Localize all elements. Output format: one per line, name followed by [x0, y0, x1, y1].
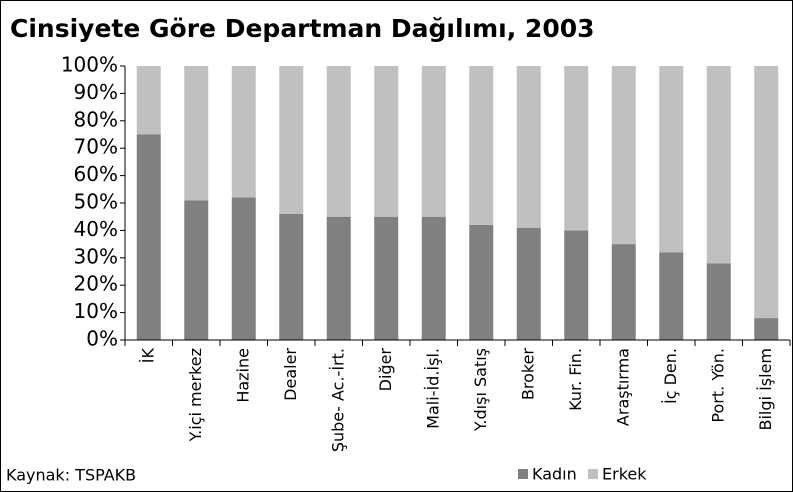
- bar-segment: [564, 66, 589, 231]
- bar-segment: [611, 244, 636, 340]
- source-note: Kaynak: TSPAKB: [6, 466, 136, 485]
- x-tick-label: Şube- Ac.-İrt.: [328, 348, 347, 452]
- bar-segment: [421, 216, 446, 340]
- x-tick-label: Broker: [518, 348, 537, 401]
- x-tick-label: Mali-İd.İşl.: [423, 348, 442, 429]
- bar-segment: [184, 66, 209, 201]
- y-tick-label: 90%: [74, 80, 118, 104]
- x-tick-label: Dealer: [281, 348, 300, 401]
- bar-segment: [516, 66, 541, 228]
- chart-title: Cinsiyete Göre Departman Dağılımı, 2003: [10, 14, 595, 43]
- legend-label: Erkek: [602, 465, 647, 484]
- bar-segment: [279, 66, 304, 214]
- bar-segment: [659, 66, 684, 253]
- bar-segment: [136, 66, 161, 135]
- y-tick-label: 50%: [74, 190, 118, 214]
- x-tick-label: İK: [138, 348, 157, 364]
- y-tick-label: 0%: [86, 327, 118, 351]
- legend-label: Kadın: [532, 465, 577, 484]
- x-tick-label: Bilgi İşlem: [756, 348, 775, 430]
- x-tick-label: Hazine: [233, 348, 252, 403]
- bar-segment: [659, 252, 684, 340]
- bar-segment: [706, 66, 731, 264]
- bar-segment: [516, 227, 541, 340]
- y-tick-label: 20%: [74, 272, 118, 296]
- x-tick-label: Y.dışı Satış: [471, 348, 490, 432]
- bar-segment: [136, 134, 161, 340]
- y-tick-label: 70%: [74, 135, 118, 159]
- bar-segment: [754, 66, 779, 319]
- bar-segment: [231, 66, 256, 198]
- x-tick-label: Diğer: [376, 348, 395, 392]
- x-tick-label: Kur. Fin.: [566, 348, 585, 411]
- bar-segment: [706, 263, 731, 340]
- y-tick-label: 60%: [74, 162, 118, 186]
- bar-segment: [469, 224, 494, 340]
- bar-segment: [469, 66, 494, 225]
- bar-segment: [374, 66, 399, 217]
- bar-segment: [564, 230, 589, 340]
- bar-segment: [326, 216, 351, 340]
- bar-segment: [184, 200, 209, 340]
- x-tick-label: Y.içi merkez: [186, 348, 205, 442]
- y-tick-label: 10%: [74, 299, 118, 323]
- bar-segment: [326, 66, 351, 217]
- x-tick-label: İç Den.: [661, 348, 680, 404]
- x-tick-label: Araştırma: [613, 348, 632, 426]
- bar-segment: [754, 318, 779, 340]
- bar-segment: [421, 66, 446, 217]
- legend-swatch: [588, 469, 598, 479]
- x-tick-label: Port. Yön.: [708, 348, 727, 423]
- bar-segment: [279, 213, 304, 340]
- y-tick-label: 40%: [74, 217, 118, 241]
- bar-segment: [611, 66, 636, 245]
- y-tick-label: 100%: [61, 53, 118, 77]
- legend-swatch: [518, 469, 528, 479]
- bar-segment: [374, 216, 399, 340]
- y-tick-label: 80%: [74, 107, 118, 131]
- y-tick-label: 30%: [74, 244, 118, 268]
- bar-segment: [231, 197, 256, 340]
